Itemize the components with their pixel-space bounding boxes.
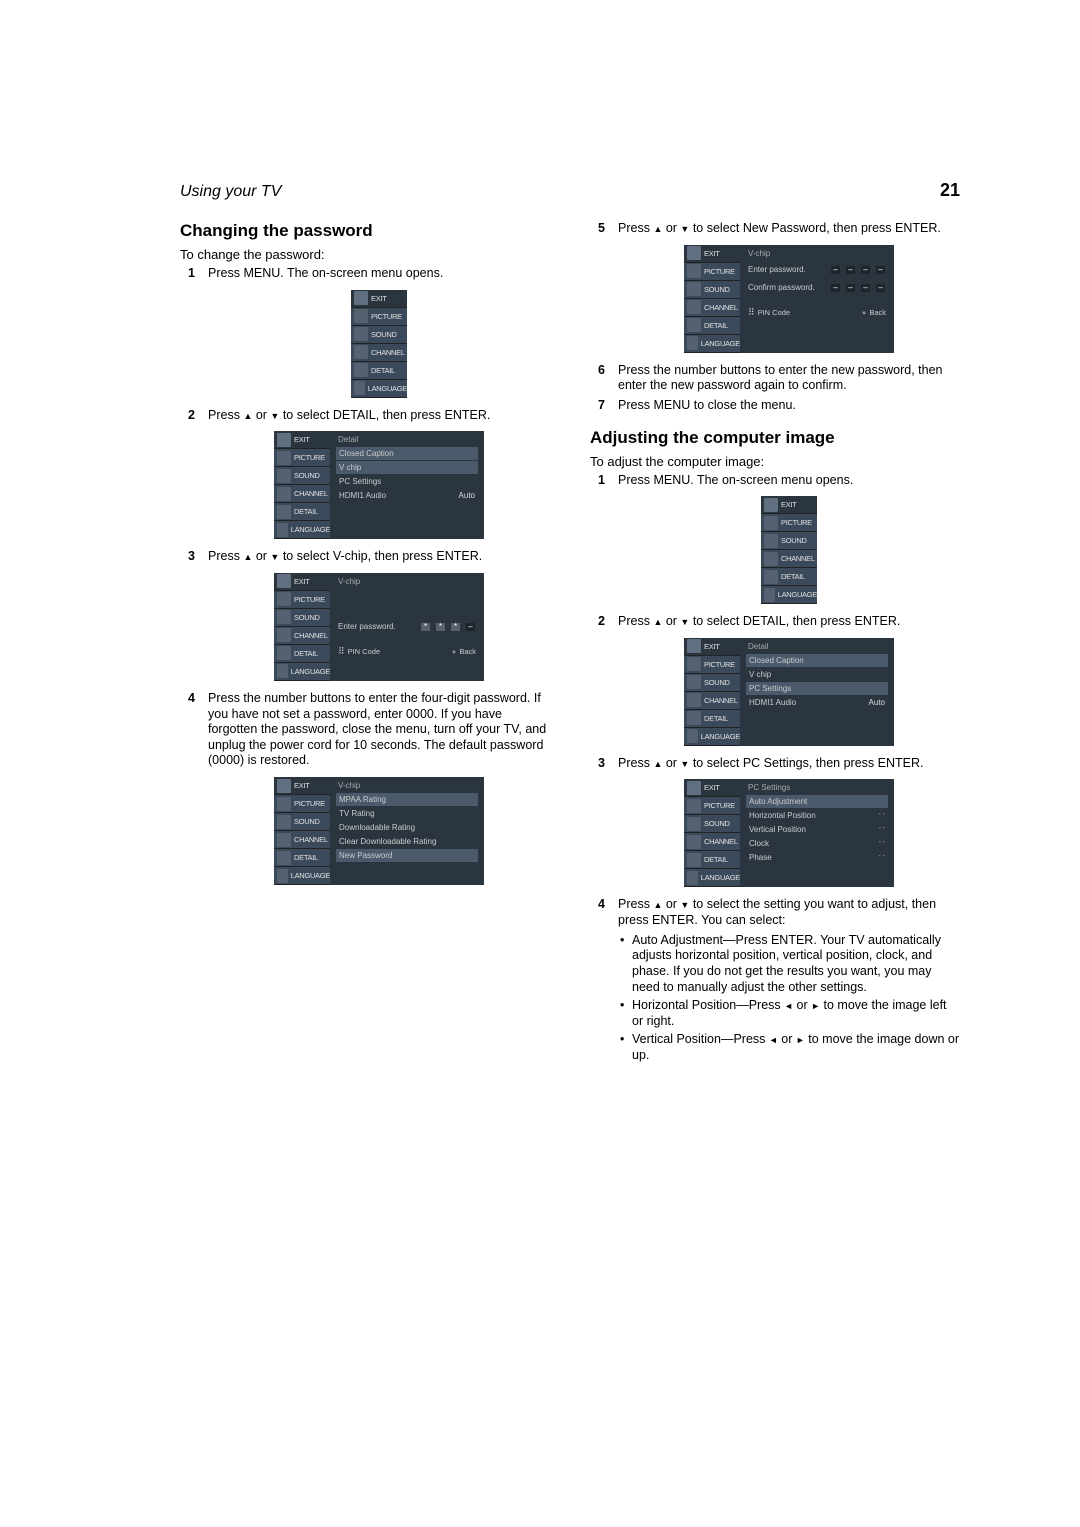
rstep-1: 1 Press MENU. The on-screen menu opens. … — [618, 473, 960, 605]
right-arrow-icon — [811, 998, 820, 1012]
intro-change-password: To change the password: — [180, 247, 550, 262]
step-1: 1 Press MENU. The on-screen menu opens. … — [208, 266, 550, 398]
exit-icon — [354, 291, 368, 305]
rstep-2: 2 Press or to select DETAIL, then press … — [618, 614, 960, 746]
bullet-auto-adjustment: Auto Adjustment—Press ENTER. Your TV aut… — [632, 933, 960, 996]
page-header: Using your TV — [180, 183, 281, 201]
language-icon — [354, 381, 365, 395]
osd-pcsettings-panel: EXIT PICTURE SOUND CHANNEL DETAIL LANGUA… — [684, 779, 894, 887]
channel-icon — [354, 345, 368, 359]
osd-vchip-pw-panel: EXIT PICTURE SOUND CHANNEL DETAIL LANGUA… — [274, 573, 484, 681]
osd-vchip-menu-panel: EXIT PICTURE SOUND CHANNEL DETAIL LANGUA… — [274, 777, 484, 885]
page-number: 21 — [940, 180, 960, 201]
picture-icon — [354, 309, 368, 323]
osd-detail-panel-2: EXIT PICTURE SOUND CHANNEL DETAIL LANGUA… — [684, 638, 894, 746]
left-arrow-icon — [784, 998, 793, 1012]
step-4: 4 Press the number buttons to enter the … — [208, 691, 550, 885]
step-2: 2 Press or to select DETAIL, then press … — [208, 408, 550, 540]
down-arrow-icon — [270, 408, 279, 422]
intro-adjust-computer: To adjust the computer image: — [590, 454, 960, 469]
sound-icon — [354, 327, 368, 341]
rstep-3: 3 Press or to select PC Settings, then p… — [618, 756, 960, 888]
rstep-4: 4 Press or to select the setting you wan… — [618, 897, 960, 1063]
osd-menu-narrow-2: EXIT PICTURE SOUND CHANNEL DETAIL LANGUA… — [761, 496, 817, 604]
step-5: 5 Press or to select New Password, then … — [618, 221, 960, 353]
bullet-horizontal-position: Horizontal Position—Press or to move the… — [632, 998, 960, 1029]
osd-newpw-panel: EXIT PICTURE SOUND CHANNEL DETAIL LANGUA… — [684, 245, 894, 353]
heading-change-password: Changing the password — [180, 221, 550, 241]
step-7: 7Press MENU to close the menu. — [618, 398, 960, 414]
detail-icon — [354, 363, 368, 377]
osd-detail-panel-1: EXIT PICTURE SOUND CHANNEL DETAIL LANGUA… — [274, 431, 484, 539]
osd-menu-narrow-1: EXIT PICTURE SOUND CHANNEL DETAIL LANGUA… — [351, 290, 407, 398]
step-6: 6Press the number buttons to enter the n… — [618, 363, 960, 394]
heading-adjust-computer: Adjusting the computer image — [590, 428, 960, 448]
step-3: 3 Press or to select V-chip, then press … — [208, 549, 550, 681]
bullet-vertical-position: Vertical Position—Press or to move the i… — [632, 1032, 960, 1063]
